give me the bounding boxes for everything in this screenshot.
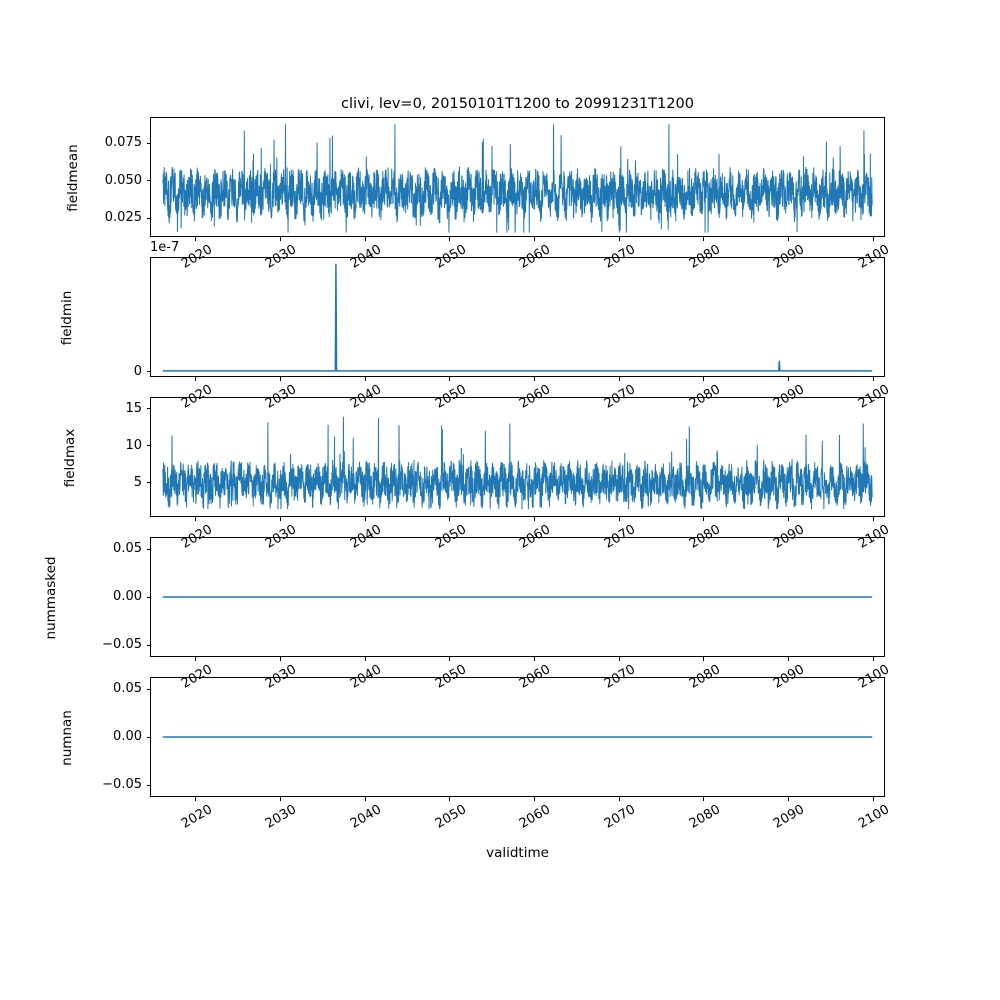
xtick-mark	[364, 657, 366, 661]
ytick-label-fieldmax: 10	[125, 437, 142, 453]
ytick-label-fieldmax: 15	[125, 400, 142, 416]
ytick-label-fieldmean: 0.050	[104, 172, 142, 188]
figure-title: clivi, lev=0, 20150101T1200 to 20991231T…	[341, 96, 694, 112]
ytick-label-fieldmin: 0	[133, 363, 142, 379]
ytick-mark-fieldmean	[146, 142, 150, 144]
xtick-mark	[449, 377, 451, 381]
xtick-mark	[364, 517, 366, 521]
panel-numnan	[150, 677, 885, 797]
xtick-mark	[872, 237, 874, 241]
xtick-mark	[195, 517, 197, 521]
xtick-mark	[449, 797, 451, 801]
xtick-mark	[533, 377, 535, 381]
xtick-mark	[364, 377, 366, 381]
xtick-mark	[787, 657, 789, 661]
ytick-label-fieldmean: 0.075	[104, 135, 142, 151]
ytick-mark-fieldmin	[146, 371, 150, 373]
xtick-mark	[279, 237, 281, 241]
panel-fieldmax	[150, 397, 885, 517]
xtick-mark	[787, 797, 789, 801]
xtick-mark	[787, 377, 789, 381]
plot-area-fieldmax	[151, 398, 884, 516]
xtick-mark	[703, 377, 705, 381]
ytick-mark-nummasked	[146, 596, 150, 598]
ytick-label-nummasked: 0.00	[113, 589, 142, 604]
xtick-mark	[364, 237, 366, 241]
xtick-mark	[872, 657, 874, 661]
plot-area-fieldmin	[151, 258, 884, 376]
ytick-mark-nummasked	[146, 644, 150, 646]
panel-fieldmean	[150, 117, 885, 237]
ytick-label-nummasked: 0.05	[113, 541, 142, 556]
ytick-label-fieldmax: 5	[133, 474, 142, 490]
ytick-mark-nummasked	[146, 548, 150, 550]
xtick-mark	[195, 237, 197, 241]
xtick-mark	[618, 237, 620, 241]
xtick-mark	[533, 517, 535, 521]
xtick-mark	[533, 237, 535, 241]
xtick-mark	[533, 657, 535, 661]
ytick-label-numnan: −0.05	[102, 777, 142, 792]
ytick-mark-numnan	[146, 784, 150, 786]
ytick-mark-fieldmax	[146, 408, 150, 410]
xtick-mark	[618, 377, 620, 381]
plot-area-nummasked	[151, 538, 884, 656]
plot-area-fieldmean	[151, 118, 884, 236]
panel-fieldmin	[150, 257, 885, 377]
ytick-label-nummasked: −0.05	[102, 637, 142, 652]
xtick-mark	[364, 797, 366, 801]
ytick-mark-fieldmax	[146, 445, 150, 447]
xtick-mark	[703, 657, 705, 661]
xtick-mark	[703, 237, 705, 241]
xtick-mark	[449, 237, 451, 241]
xtick-mark	[449, 517, 451, 521]
xtick-mark	[279, 797, 281, 801]
xlabel-validtime: validtime	[486, 845, 549, 861]
xtick-mark	[872, 517, 874, 521]
xtick-mark	[279, 377, 281, 381]
ytick-label-numnan: 0.00	[113, 729, 142, 744]
ytick-mark-numnan	[146, 688, 150, 690]
xtick-mark	[279, 657, 281, 661]
offset-text-fieldmin: 1e-7	[150, 240, 180, 255]
ytick-label-numnan: 0.05	[113, 681, 142, 696]
xtick-mark	[618, 657, 620, 661]
ytick-mark-numnan	[146, 736, 150, 738]
xtick-mark	[449, 657, 451, 661]
xtick-mark	[279, 517, 281, 521]
ytick-mark-fieldmean	[146, 217, 150, 219]
xtick-mark	[195, 657, 197, 661]
xtick-mark	[787, 517, 789, 521]
xtick-mark	[195, 377, 197, 381]
xtick-mark	[195, 797, 197, 801]
ytick-mark-fieldmax	[146, 482, 150, 484]
ytick-label-fieldmean: 0.025	[104, 210, 142, 226]
plot-area-numnan	[151, 678, 884, 796]
xtick-mark	[872, 377, 874, 381]
xtick-mark	[703, 517, 705, 521]
xtick-mark	[787, 237, 789, 241]
ytick-mark-fieldmean	[146, 180, 150, 182]
xtick-mark	[618, 517, 620, 521]
panel-nummasked	[150, 537, 885, 657]
xtick-mark	[703, 797, 705, 801]
xtick-mark	[872, 797, 874, 801]
xtick-mark	[618, 797, 620, 801]
xtick-mark	[533, 797, 535, 801]
